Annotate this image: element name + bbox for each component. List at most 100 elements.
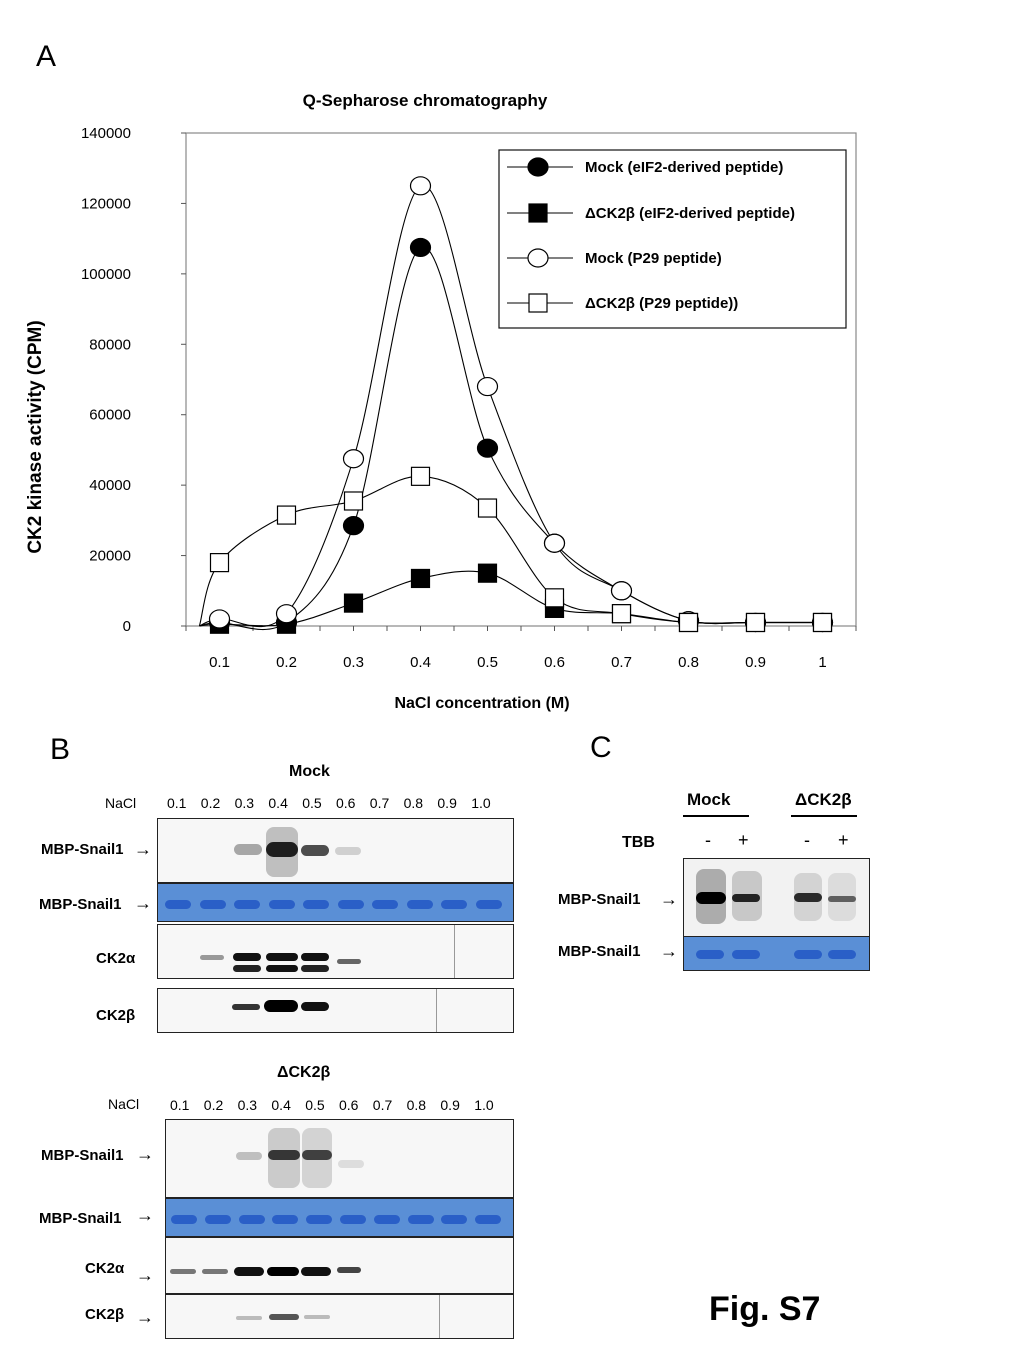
x-tick-label: 0.9	[745, 654, 766, 671]
lane-label: 0.2	[200, 795, 221, 811]
dck2b-title: ΔCK2β	[277, 1064, 331, 1081]
band	[794, 893, 822, 902]
band	[264, 1000, 298, 1012]
row-label-ck2a-mock: CK2α	[96, 950, 136, 967]
arrow-icon: →	[660, 941, 678, 961]
arrow-icon: →	[134, 839, 152, 859]
band	[794, 950, 822, 959]
lane-label: 0.8	[403, 795, 424, 811]
x-tick-label: 0.5	[477, 654, 498, 671]
data-point	[343, 491, 364, 511]
band	[337, 900, 364, 909]
mock-title: Mock	[289, 763, 330, 780]
panel-a-letter: A	[36, 40, 57, 73]
lane-label: 0.1	[170, 1097, 190, 1113]
legend-marker	[527, 157, 549, 177]
arrow-icon: →	[136, 1307, 154, 1327]
band-smear	[268, 1128, 300, 1188]
legend-label: Mock (eIF2-derived peptide)	[585, 159, 783, 176]
band	[272, 1215, 299, 1224]
data-point	[611, 604, 632, 624]
tbb-label: TBB	[622, 834, 655, 851]
band	[301, 845, 329, 856]
band	[335, 847, 361, 855]
y-tick-label: 0	[123, 618, 131, 635]
band	[337, 1267, 361, 1273]
legend-label: ΔCK2β (P29 peptide))	[585, 295, 738, 312]
band	[301, 953, 329, 961]
band	[266, 953, 298, 961]
blot-autorad-mock	[157, 818, 514, 883]
lane-label: 0.3	[237, 1097, 258, 1113]
band	[301, 1267, 331, 1276]
axes: 0 20000 40000 60000 80000 100000 120000 140000 0…	[81, 125, 857, 671]
data-point	[342, 516, 365, 536]
x-tick-label: 1	[818, 654, 826, 671]
chart-title: Q-Sepharose chromatography	[303, 91, 548, 110]
tbb-plus-mock: +	[738, 830, 749, 850]
y-tick-label: 80000	[89, 336, 131, 353]
data-point	[209, 553, 230, 573]
band	[234, 1267, 264, 1276]
lane-label: 0.9	[437, 795, 457, 811]
y-axis-label: CK2 kinase activity (CPM)	[25, 320, 46, 553]
data-point	[410, 466, 431, 486]
x-tick-label: 0.7	[611, 654, 632, 671]
panel-a-chart: Q-Sepharose chromatography 0 20000 40000 60…	[25, 91, 857, 712]
lane-label: 0.2	[203, 1097, 224, 1113]
c-mock-underline	[683, 815, 749, 817]
band	[268, 900, 295, 909]
lane-label: 0.5	[302, 795, 322, 811]
band	[232, 1004, 260, 1010]
lane-label: 1.0	[474, 1097, 494, 1113]
band	[406, 900, 433, 909]
lane-labels-mock: 0.1 0.2 0.3 0.4 0.5 0.6 0.7 0.8 0.9 1.0	[0, 795, 1024, 815]
band	[266, 965, 298, 972]
band	[267, 1267, 299, 1276]
lane-label: 0.7	[369, 795, 390, 811]
data-point	[610, 581, 633, 601]
divider	[436, 989, 437, 1032]
band	[828, 950, 856, 959]
band	[301, 1002, 329, 1011]
lane-label: 0.6	[339, 1097, 359, 1113]
band	[236, 1316, 262, 1320]
data-point	[476, 438, 499, 458]
x-tick-label: 0.1	[209, 654, 230, 671]
lane-label: 0.4	[268, 795, 288, 811]
c-row-label-coomassie: MBP-Snail1	[558, 943, 641, 960]
band	[165, 900, 191, 909]
data-point	[476, 376, 499, 397]
legend-label: ΔCK2β (eIF2-derived peptide)	[585, 205, 795, 222]
band	[204, 1215, 231, 1224]
band	[301, 965, 329, 972]
blot-ck2a-mock	[157, 924, 514, 979]
lane-label: 0.9	[440, 1097, 460, 1113]
band	[732, 894, 760, 902]
arrow-icon: →	[660, 889, 678, 909]
y-tick-label: 100000	[81, 266, 131, 283]
band	[337, 959, 361, 964]
band-smear	[828, 873, 856, 921]
lane-label: 0.3	[234, 795, 255, 811]
band	[696, 950, 724, 959]
tbb-minus-dck2b: -	[804, 830, 810, 850]
data-point	[543, 533, 566, 553]
band	[200, 955, 224, 960]
series-4	[198, 466, 833, 633]
band	[269, 1314, 299, 1320]
data-point	[410, 568, 431, 589]
c-dck2b-header: ΔCK2β	[795, 790, 852, 809]
x-tick-label: 0.2	[276, 654, 297, 671]
data-point	[275, 604, 298, 624]
arrow-icon: →	[136, 1265, 154, 1285]
data-point	[276, 505, 297, 525]
nacl-label-mock: NaCl	[105, 795, 137, 811]
y-tick-label: 140000	[81, 125, 131, 142]
data-point	[477, 563, 498, 583]
band-smear	[794, 873, 822, 921]
legend-frame	[498, 149, 847, 329]
data-point	[208, 609, 231, 629]
data-point	[544, 588, 565, 608]
row-label-mbp-snail1-phospho-mock: MBP-Snail1	[41, 841, 124, 858]
